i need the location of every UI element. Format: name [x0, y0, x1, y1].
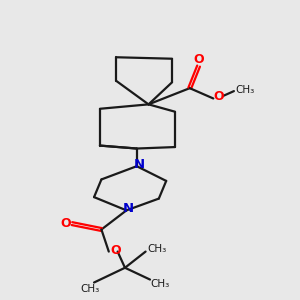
Text: CH₃: CH₃: [151, 279, 170, 289]
Text: CH₃: CH₃: [80, 284, 99, 294]
Text: CH₃: CH₃: [148, 244, 167, 254]
Text: O: O: [213, 90, 224, 103]
Text: O: O: [193, 53, 204, 66]
Text: O: O: [110, 244, 121, 257]
Text: N: N: [123, 202, 134, 215]
Text: O: O: [60, 217, 71, 230]
Text: N: N: [134, 158, 145, 171]
Text: CH₃: CH₃: [236, 85, 255, 94]
